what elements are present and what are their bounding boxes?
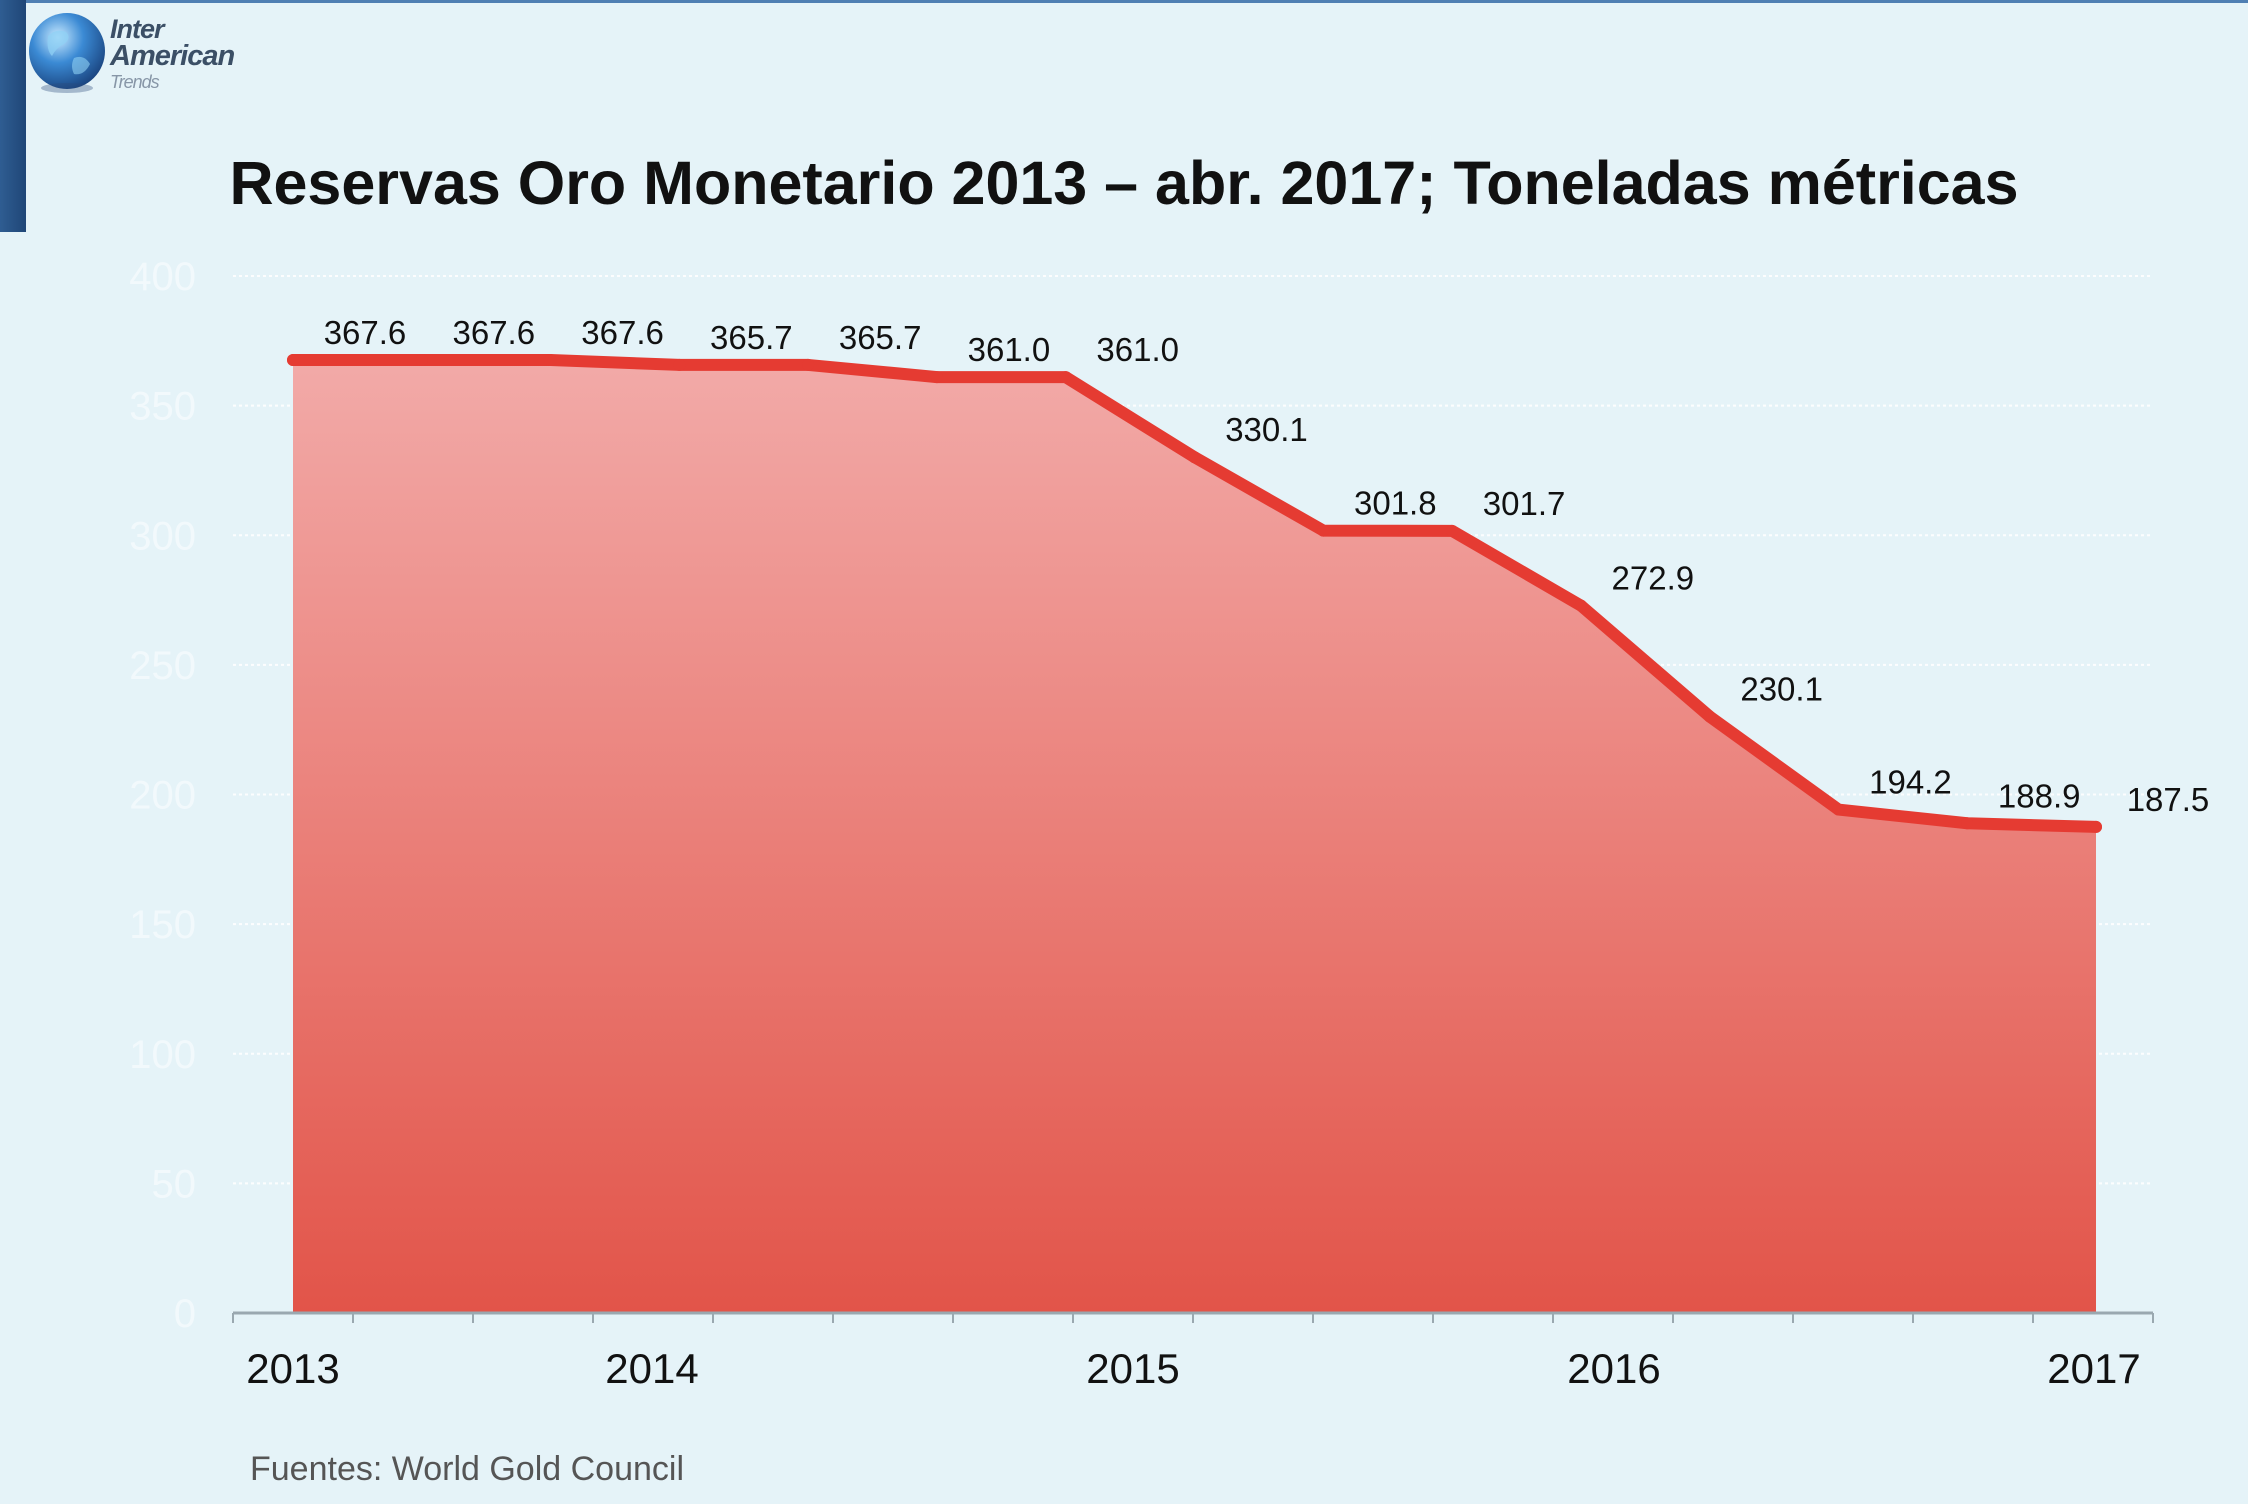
y-tick-label: 250 bbox=[129, 644, 196, 688]
source-note: Fuentes: World Gold Council bbox=[250, 1450, 685, 1488]
data-point bbox=[1317, 524, 1330, 537]
data-point bbox=[415, 353, 428, 366]
x-tick-label: 2013 bbox=[246, 1345, 339, 1392]
x-tick-label: 2014 bbox=[605, 1345, 698, 1392]
data-point bbox=[2090, 820, 2102, 833]
data-label: 230.1 bbox=[1740, 670, 1823, 707]
y-tick-label: 350 bbox=[129, 385, 196, 429]
data-label: 367.6 bbox=[324, 314, 407, 351]
data-label: 194.2 bbox=[1869, 764, 1952, 801]
top-rule bbox=[0, 0, 2248, 3]
data-point bbox=[1961, 817, 1974, 830]
data-label: 188.9 bbox=[1998, 777, 2081, 814]
data-point bbox=[1574, 599, 1587, 612]
data-label: 361.0 bbox=[1096, 331, 1179, 368]
logo-text-inter: Inter bbox=[110, 14, 165, 44]
data-point bbox=[1832, 803, 1845, 816]
data-label: 301.7 bbox=[1483, 485, 1566, 522]
x-tick-label: 2016 bbox=[1567, 1345, 1660, 1392]
y-tick-label: 150 bbox=[129, 903, 196, 947]
data-label: 367.6 bbox=[452, 314, 535, 351]
data-label: 367.6 bbox=[581, 314, 664, 351]
y-tick-label: 300 bbox=[129, 514, 196, 558]
data-label: 365.7 bbox=[839, 319, 922, 356]
data-point bbox=[1059, 371, 1072, 384]
data-point bbox=[1446, 524, 1459, 537]
globe-icon bbox=[29, 13, 105, 93]
chart-title: Reservas Oro Monetario 2013 – abr. 2017;… bbox=[229, 149, 2019, 217]
y-tick-label: 100 bbox=[129, 1033, 196, 1077]
data-label: 301.8 bbox=[1354, 485, 1437, 522]
data-point bbox=[1188, 451, 1201, 464]
data-point bbox=[673, 358, 686, 371]
left-accent-bar bbox=[0, 0, 26, 232]
y-tick-label: 50 bbox=[152, 1162, 197, 1206]
data-point bbox=[287, 353, 299, 366]
y-tick-label: 200 bbox=[129, 774, 196, 818]
logo-text-trends: Trends bbox=[110, 72, 160, 92]
logo: Inter American Trends bbox=[26, 8, 256, 98]
data-point bbox=[802, 358, 815, 371]
data-point bbox=[544, 353, 557, 366]
data-label: 330.1 bbox=[1225, 411, 1308, 448]
data-label: 272.9 bbox=[1612, 560, 1695, 597]
data-point bbox=[930, 371, 943, 384]
x-tick-label: 2015 bbox=[1086, 1345, 1179, 1392]
logo-text-american: American bbox=[110, 40, 235, 72]
x-tick-label: 2017 bbox=[2047, 1345, 2140, 1392]
data-label: 365.7 bbox=[710, 319, 793, 356]
data-label: 187.5 bbox=[2127, 781, 2210, 818]
area-fill bbox=[293, 359, 2096, 1313]
data-label: 361.0 bbox=[968, 331, 1051, 368]
y-tick-label: 0 bbox=[174, 1292, 196, 1336]
data-point bbox=[1703, 710, 1716, 723]
y-tick-label: 400 bbox=[129, 255, 196, 299]
